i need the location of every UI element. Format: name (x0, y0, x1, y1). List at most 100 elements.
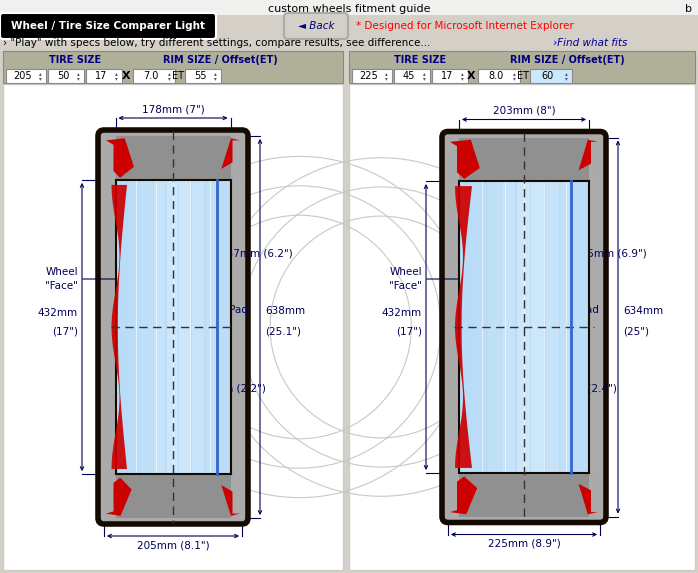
Text: Wheel: Wheel (389, 267, 422, 277)
Polygon shape (450, 140, 480, 179)
Text: Mounting Pad: Mounting Pad (177, 305, 248, 315)
Bar (394, 69, 430, 83)
Text: ▴: ▴ (214, 72, 217, 77)
Bar (349, 84, 695, 570)
Text: 55: 55 (194, 71, 207, 81)
Text: ▾: ▾ (168, 77, 171, 81)
Text: (17"): (17") (52, 326, 78, 336)
Text: 225mm (8.9"): 225mm (8.9") (488, 539, 560, 548)
Text: ▾: ▾ (565, 77, 568, 81)
Bar (133, 69, 175, 83)
Bar (48, 69, 84, 83)
Text: •Offset 55: •Offset 55 (175, 384, 229, 394)
Bar (459, 181, 589, 473)
Bar (560, 181, 573, 473)
Text: 60: 60 (542, 71, 554, 81)
Polygon shape (221, 485, 240, 516)
Bar (530, 69, 572, 83)
Text: ET: ET (172, 71, 184, 81)
Text: ▴: ▴ (77, 72, 80, 77)
Text: ▴: ▴ (513, 72, 516, 77)
Text: BackSpace: BackSpace (121, 248, 184, 258)
Text: ▴: ▴ (385, 72, 388, 77)
Text: ▴: ▴ (115, 72, 118, 77)
Text: X: X (467, 71, 475, 81)
Polygon shape (455, 186, 472, 468)
Text: › "Play" with specs below, try different settings, compare results, see differen: › "Play" with specs below, try different… (3, 38, 431, 48)
Text: ▴: ▴ (461, 72, 464, 77)
Text: TIRE SIZE: TIRE SIZE (49, 55, 101, 65)
Text: "Face": "Face" (45, 281, 78, 291)
Text: ▴: ▴ (39, 72, 42, 77)
Text: 17: 17 (95, 71, 107, 81)
Text: 432mm: 432mm (38, 308, 78, 318)
Text: 638mm: 638mm (265, 306, 305, 316)
Text: 50: 50 (57, 71, 69, 81)
Text: 205: 205 (13, 71, 32, 81)
Bar (589, 181, 602, 473)
Bar (115, 180, 230, 474)
Bar (349, 51, 695, 83)
Polygon shape (579, 484, 598, 515)
Polygon shape (112, 185, 127, 469)
Bar (179, 180, 191, 474)
Text: •Offset 60: •Offset 60 (526, 383, 580, 394)
Text: ▾: ▾ (385, 77, 388, 81)
Text: (25.1"): (25.1") (265, 326, 301, 336)
Text: 203mm (8"): 203mm (8") (493, 105, 556, 116)
Text: 7.0: 7.0 (143, 71, 158, 81)
Text: (17"): (17") (396, 326, 422, 336)
Text: mm (2.4"): mm (2.4") (564, 383, 616, 394)
Text: 205mm (8.1"): 205mm (8.1") (137, 540, 209, 550)
FancyBboxPatch shape (0, 13, 216, 39)
Text: ›Find what fits: ›Find what fits (553, 38, 628, 48)
Bar (478, 69, 520, 83)
Text: RIM SIZE / Offset(ET): RIM SIZE / Offset(ET) (163, 55, 277, 65)
Polygon shape (579, 140, 598, 170)
Text: 178mm (7"): 178mm (7") (142, 104, 205, 114)
Bar (115, 136, 230, 180)
Bar (488, 181, 501, 473)
Text: ▾: ▾ (214, 77, 217, 81)
Bar (86, 69, 122, 83)
Bar (154, 180, 165, 474)
Text: ▴: ▴ (168, 72, 171, 77)
Bar (230, 180, 242, 474)
FancyBboxPatch shape (98, 130, 248, 524)
Text: 432mm: 432mm (382, 308, 422, 318)
Text: Mounting Pad: Mounting Pad (528, 305, 599, 315)
Bar (459, 473, 589, 516)
FancyBboxPatch shape (442, 131, 606, 523)
Bar (459, 181, 472, 473)
Text: 634mm: 634mm (623, 306, 663, 316)
Text: Wheel: Wheel (45, 267, 78, 277)
Text: ▾: ▾ (461, 77, 464, 81)
Bar (517, 181, 530, 473)
Text: custom wheels fitment guide: custom wheels fitment guide (268, 4, 430, 14)
Bar (531, 181, 544, 473)
Bar (185, 69, 221, 83)
Text: "Face": "Face" (389, 281, 422, 291)
Bar (473, 181, 487, 473)
Bar (128, 180, 140, 474)
Bar (205, 180, 216, 474)
Text: (25"): (25") (623, 326, 649, 336)
Bar (3, 51, 343, 83)
Bar (3, 84, 343, 570)
Text: ◄ Back: ◄ Back (298, 21, 334, 31)
Bar (574, 181, 588, 473)
Text: ▾: ▾ (39, 77, 42, 81)
Polygon shape (106, 138, 134, 178)
Text: X: X (121, 71, 131, 81)
Bar (6, 69, 46, 83)
Text: 225: 225 (359, 71, 378, 81)
Bar (115, 180, 127, 474)
Polygon shape (106, 477, 132, 516)
FancyBboxPatch shape (284, 13, 348, 39)
Bar (432, 69, 468, 83)
Text: 45: 45 (403, 71, 415, 81)
Text: 8.0: 8.0 (488, 71, 503, 81)
Text: ▴: ▴ (423, 72, 426, 77)
Bar (141, 180, 153, 474)
Text: 17: 17 (441, 71, 453, 81)
